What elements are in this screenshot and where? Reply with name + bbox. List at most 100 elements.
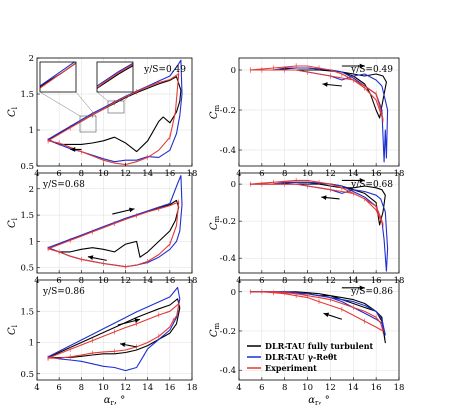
series-transition bbox=[249, 67, 389, 163]
y-tick-label: 0 bbox=[231, 66, 236, 76]
axes-frame bbox=[36, 57, 193, 167]
axes-frame bbox=[36, 279, 193, 381]
x-tick-label: 4 bbox=[34, 383, 39, 393]
zoom-inset bbox=[96, 61, 134, 114]
direction-arrowhead bbox=[359, 63, 365, 69]
x-tick-label: 4 bbox=[236, 383, 241, 393]
series-transition bbox=[249, 291, 386, 336]
x-tick-label: 10 bbox=[302, 383, 313, 393]
y-tick-label: 1.5 bbox=[20, 90, 34, 100]
y-tick-label: 0.5 bbox=[20, 264, 34, 274]
axes-frame bbox=[238, 172, 400, 274]
x-axis-label: αr, ° bbox=[308, 395, 329, 407]
x-tick-label: 8 bbox=[282, 383, 287, 393]
y-tick-label: -0.4 bbox=[220, 254, 236, 264]
y-tick-label: -0.2 bbox=[220, 217, 236, 227]
x-tick-label: 14 bbox=[142, 383, 153, 393]
panel-title: y/S=0.86 bbox=[350, 287, 393, 297]
y-tick-label: -0.4 bbox=[220, 146, 236, 156]
y-axis-label: Cm bbox=[209, 215, 221, 230]
y-axis-label: Cm bbox=[209, 104, 221, 119]
zoom-region-box bbox=[107, 100, 125, 114]
series-experiment bbox=[249, 291, 384, 332]
series-turbulent bbox=[249, 291, 386, 344]
inset-series-turbulent bbox=[97, 64, 133, 90]
axes-frame bbox=[238, 57, 400, 167]
inset-series-turbulent bbox=[40, 62, 76, 88]
y-axis-label: Cl bbox=[7, 106, 19, 117]
panel-title: y/S=0.68 bbox=[42, 180, 85, 190]
y-tick-label: 0.5 bbox=[20, 370, 34, 380]
x-tick-label: 18 bbox=[187, 383, 198, 393]
x-tick-label: 10 bbox=[98, 383, 109, 393]
series-experiment bbox=[249, 179, 384, 226]
x-tick-label: 12 bbox=[325, 383, 336, 393]
direction-arrowhead bbox=[70, 147, 76, 152]
x-axis-label: αr, ° bbox=[104, 395, 125, 407]
x-tick-label: 6 bbox=[56, 383, 61, 393]
y-axis-label: Cl bbox=[7, 217, 19, 228]
zoom-connector bbox=[75, 91, 97, 117]
y-tick-label: 2 bbox=[29, 54, 34, 64]
x-tick-label: 16 bbox=[371, 383, 382, 393]
direction-arrowhead bbox=[87, 255, 94, 260]
panel-title: y/S=0.49 bbox=[350, 65, 393, 75]
inset-series-transition bbox=[97, 62, 133, 87]
y-tick-label: 1.5 bbox=[20, 307, 34, 317]
direction-arrowhead bbox=[321, 195, 327, 200]
y-axis-label: Cl bbox=[7, 324, 19, 335]
y-tick-label: 1 bbox=[29, 339, 34, 349]
legend-label-experiment: Experiment bbox=[265, 363, 317, 373]
x-tick-label: 12 bbox=[120, 383, 131, 393]
x-tick-label: 18 bbox=[394, 383, 405, 393]
series-experiment bbox=[249, 65, 384, 121]
direction-arrowhead bbox=[134, 318, 140, 323]
y-tick-label: 2 bbox=[29, 185, 34, 195]
panel-title: y/S=0.49 bbox=[143, 65, 186, 75]
inset-frame bbox=[39, 61, 77, 93]
x-tick-label: 6 bbox=[259, 383, 264, 393]
y-tick-label: -0.2 bbox=[220, 106, 236, 116]
legend-label-transition: DLR-TAU γ-Reθt bbox=[265, 352, 337, 362]
axes-frame bbox=[36, 172, 193, 274]
legend-label-turbulent: DLR-TAU fully turbulent bbox=[265, 341, 374, 351]
inset-series-experiment bbox=[97, 63, 133, 89]
y-tick-label: 1 bbox=[29, 126, 34, 136]
y-tick-label: 1 bbox=[29, 237, 34, 247]
inset-series-experiment bbox=[40, 62, 76, 89]
panel-title: y/S=0.86 bbox=[42, 287, 85, 297]
y-tick-label: 1.5 bbox=[20, 211, 34, 221]
direction-arrowhead bbox=[359, 285, 365, 291]
direction-arrowhead bbox=[322, 82, 328, 87]
direction-arrowhead bbox=[359, 178, 365, 183]
series-transition bbox=[47, 286, 181, 372]
zoom-connector bbox=[39, 91, 81, 117]
zoom-region-box bbox=[79, 115, 97, 133]
direction-arrowhead bbox=[120, 342, 126, 348]
axes-frame bbox=[238, 279, 400, 381]
x-tick-label: 16 bbox=[164, 383, 175, 393]
y-tick-label: -0.2 bbox=[220, 327, 236, 337]
series-turbulent bbox=[47, 298, 181, 359]
direction-arrowhead bbox=[323, 312, 330, 318]
series-turbulent bbox=[249, 67, 387, 119]
y-tick-label: 0.5 bbox=[20, 162, 34, 172]
series-experiment bbox=[47, 201, 180, 268]
y-tick-label: -0.4 bbox=[220, 366, 236, 376]
zoom-connector bbox=[123, 91, 134, 102]
direction-arrowhead bbox=[129, 207, 135, 213]
inset-series-transition bbox=[40, 62, 76, 87]
x-tick-label: 14 bbox=[348, 383, 359, 393]
panel-cl-086: 4 6 8 10 12 14 16 18 0.5 1 1.5Cl αr, ° y/S=0.86 bbox=[7, 279, 198, 407]
panel-title: y/S=0.68 bbox=[350, 180, 393, 190]
zoom-connector bbox=[96, 91, 109, 102]
y-axis-label: Cm bbox=[209, 322, 221, 337]
zoom-inset bbox=[39, 61, 97, 133]
series-transition bbox=[47, 59, 183, 163]
